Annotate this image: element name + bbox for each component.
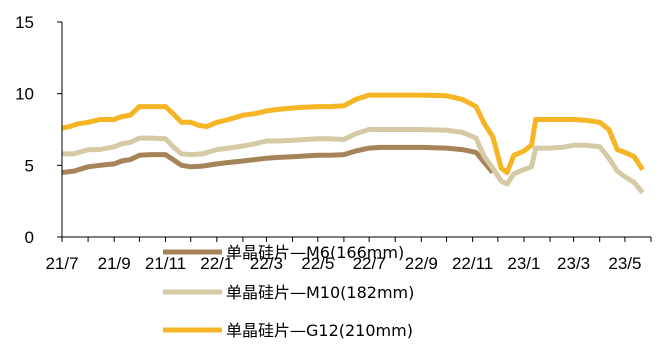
x-tick-label: 23/5 [608,254,641,273]
series-line-0 [61,144,495,175]
legend-label: 单晶硅片—M10(182mm) [226,283,414,302]
x-tick-label: 22/3 [250,254,283,273]
x-tick-label: 22/11 [452,254,493,273]
x-axis-ticks: 21/7 21/9 21/11 22/1 22/3 22/5 22/7 22/9 22/11 23… [45,237,652,273]
y-tick-label: 0 [25,228,34,247]
y-axis-ticks: 0 5 10 15 [15,13,62,247]
x-tick-label: 22/9 [405,254,438,273]
series-line-2 [61,92,645,175]
x-tick-label: 21/9 [98,254,131,273]
x-tick-label: 22/1 [200,254,233,273]
y-tick-label: 5 [25,156,34,175]
y-tick-label: 10 [15,85,34,104]
x-tick-label: 23/3 [557,254,590,273]
x-tick-label: 22/5 [301,254,334,273]
x-tick-label: 21/11 [145,254,186,273]
series-line-1 [62,127,645,195]
legend-label: 单晶硅片—M6(166mm) [226,243,404,262]
legend-label: 单晶硅片—G12(210mm) [226,321,413,340]
x-tick-label: 23/1 [507,254,540,273]
x-tick-label: 22/7 [353,254,386,273]
x-tick-label: 21/7 [45,254,78,273]
series-lines [61,92,645,195]
legend: 单晶硅片—M6(166mm) 单晶硅片—M10(182mm) 单晶硅片—G12(21… [163,243,414,340]
axes: 0 5 10 15 21/7 21/9 21/11 22/1 22/3 22/5 22/7 22/9… [15,13,652,273]
y-tick-label: 15 [15,13,34,32]
